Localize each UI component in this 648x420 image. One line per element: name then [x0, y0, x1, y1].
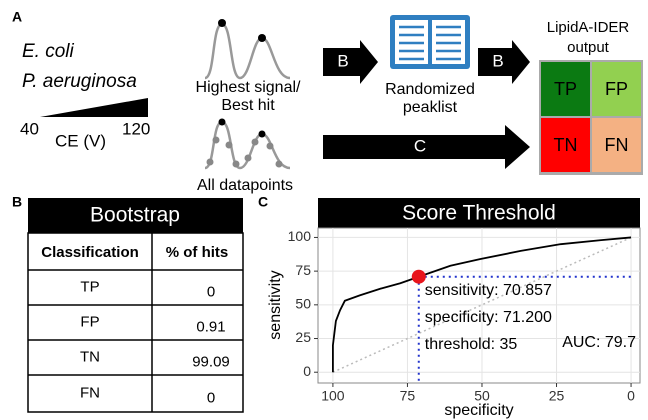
plot: 100 75 50 25 0 0 25 50 75 100 sensitivity: 70.857 s…	[288, 227, 641, 404]
annotation: sensitivity: 70.857	[425, 282, 552, 299]
y-tick-label: 100	[288, 228, 312, 244]
output-cell	[541, 118, 590, 172]
table-title-bar	[28, 198, 243, 233]
table-cell: 0	[207, 389, 215, 406]
table-header: Classification	[41, 244, 139, 261]
caption: LipidA-IDER	[547, 19, 630, 36]
table: Classification % of hits TP 0 FP 0.91 TN 99.09 F…	[27, 232, 244, 413]
annotation: AUC: 79.7	[562, 334, 636, 351]
peaks-best	[204, 19, 291, 80]
output-cell-label: TN	[554, 135, 578, 155]
caption: Randomized	[385, 81, 475, 98]
chart-title: Score Threshold	[402, 202, 556, 225]
panel-label: B	[12, 194, 22, 210]
organism: E. coli	[22, 41, 75, 62]
caption: peaklist	[403, 99, 458, 116]
x-tick-label: 0	[627, 388, 635, 404]
table-cell: 0	[207, 283, 215, 300]
threshold-point	[411, 269, 426, 284]
ce-wedge	[40, 98, 148, 117]
y-tick-label: 0	[303, 363, 311, 379]
roc-curve	[332, 236, 632, 373]
panel-label: C	[258, 194, 268, 210]
caption: output	[567, 39, 610, 56]
table-cell: 99.09	[192, 353, 230, 370]
caption: Best hit	[221, 97, 275, 114]
output-cell	[592, 118, 641, 172]
organism: P. aeruginosa	[22, 71, 137, 92]
ce-max: 120	[122, 119, 150, 138]
panel-label: A	[12, 9, 22, 25]
arrow	[478, 40, 530, 84]
x-tick-label: 50	[474, 388, 490, 404]
y-tick-label: 25	[295, 329, 311, 345]
table-title: Bootstrap	[90, 204, 180, 227]
table-border	[27, 232, 244, 413]
output-cell	[592, 62, 641, 116]
ce-min: 40	[20, 119, 39, 138]
x-axis-label: specificity	[444, 402, 513, 419]
y-axis-label: sensitivity	[267, 270, 284, 339]
output-cell-label: FP	[605, 79, 628, 99]
table-cell: FN	[80, 384, 100, 401]
chart-title-bar	[318, 198, 640, 228]
table-cell: TP	[80, 278, 99, 295]
table-cell: FP	[80, 313, 99, 330]
output-cell-label: TP	[554, 79, 577, 99]
arrow-label: C	[414, 136, 426, 155]
table-cell: TN	[80, 348, 100, 365]
arrow-label: B	[492, 51, 503, 70]
output-cell-label: FN	[605, 135, 629, 155]
caption: All datapoints	[197, 177, 293, 194]
arrow	[323, 125, 530, 169]
y-tick-label: 50	[295, 296, 311, 312]
output-cell	[541, 62, 590, 116]
caption: Highest signal/	[196, 79, 302, 96]
x-tick-label: 75	[400, 388, 416, 404]
ce-label: CE (V)	[55, 131, 106, 150]
x-tick-label: 25	[549, 388, 565, 404]
annotation: specificity: 71.200	[425, 309, 552, 326]
arrow-label: B	[337, 51, 348, 70]
peaks-all	[204, 118, 291, 170]
y-tick-label: 75	[295, 262, 311, 278]
arrow	[323, 40, 378, 84]
x-tick-label: 100	[321, 388, 345, 404]
table-cell: 0.91	[196, 318, 225, 335]
annotation: threshold: 35	[425, 336, 518, 353]
peaklist-icon	[390, 15, 470, 69]
table-header: % of hits	[166, 244, 229, 261]
